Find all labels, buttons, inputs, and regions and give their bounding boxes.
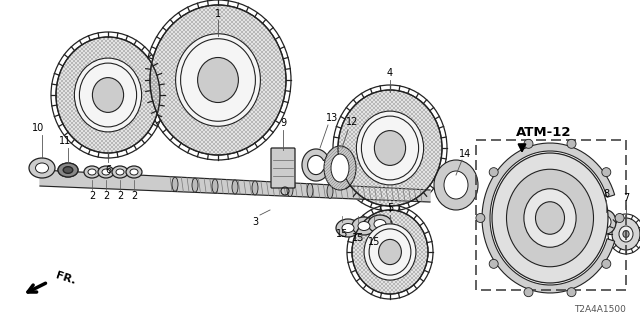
Text: 15: 15 [368,237,380,247]
Ellipse shape [489,168,498,177]
Ellipse shape [567,288,576,297]
Text: 2: 2 [89,191,95,201]
Ellipse shape [506,169,593,267]
Ellipse shape [342,223,354,233]
Ellipse shape [362,116,419,180]
Ellipse shape [88,169,96,175]
Ellipse shape [602,259,611,268]
Ellipse shape [434,160,478,210]
Text: 12: 12 [346,117,358,127]
Ellipse shape [198,58,239,102]
Ellipse shape [352,210,428,294]
Ellipse shape [352,217,376,235]
Ellipse shape [232,180,238,194]
Ellipse shape [338,90,442,206]
Ellipse shape [58,163,78,177]
Text: 8: 8 [603,189,609,199]
Ellipse shape [368,215,392,233]
Text: 1: 1 [215,9,221,19]
Polygon shape [302,149,328,181]
Ellipse shape [444,171,468,199]
Text: ATM-12: ATM-12 [516,125,572,139]
Ellipse shape [56,37,160,153]
Bar [476,140,626,290]
Ellipse shape [536,202,564,234]
Ellipse shape [175,34,260,126]
Text: 4: 4 [387,68,393,78]
Text: 9: 9 [280,118,286,128]
Ellipse shape [476,213,485,222]
Ellipse shape [35,163,49,173]
Ellipse shape [287,182,293,196]
Ellipse shape [331,154,349,182]
Ellipse shape [116,169,124,175]
Ellipse shape [615,213,624,222]
Ellipse shape [602,168,611,177]
Ellipse shape [172,177,178,191]
Text: T2A4A1500: T2A4A1500 [574,306,626,315]
Ellipse shape [112,166,128,178]
Ellipse shape [374,131,406,165]
Ellipse shape [364,224,416,280]
Ellipse shape [180,39,255,121]
Ellipse shape [74,58,141,132]
Text: 14: 14 [459,149,471,159]
Ellipse shape [130,169,138,175]
Text: 10: 10 [32,123,44,133]
Text: 2: 2 [117,191,123,201]
Text: FR.: FR. [54,270,77,286]
Polygon shape [482,143,614,293]
Polygon shape [40,170,430,202]
Ellipse shape [324,146,356,190]
Ellipse shape [336,219,360,237]
Text: 15: 15 [352,233,364,243]
Ellipse shape [307,183,313,197]
Ellipse shape [98,166,114,178]
Text: 13: 13 [326,113,338,123]
Ellipse shape [524,288,533,297]
Ellipse shape [379,239,401,265]
Text: 15: 15 [336,229,348,239]
Ellipse shape [601,216,611,228]
Ellipse shape [612,218,640,250]
Ellipse shape [63,166,73,173]
Ellipse shape [192,178,198,192]
Ellipse shape [489,259,498,268]
Ellipse shape [524,189,576,247]
Ellipse shape [567,139,576,148]
Ellipse shape [212,179,218,193]
Ellipse shape [356,111,424,185]
Text: 3: 3 [252,217,258,227]
Ellipse shape [84,166,100,178]
Ellipse shape [374,220,386,228]
Ellipse shape [623,230,629,237]
Ellipse shape [79,63,136,127]
Ellipse shape [492,153,608,283]
Ellipse shape [92,78,124,112]
FancyBboxPatch shape [271,148,295,188]
Text: 11: 11 [59,136,71,146]
Polygon shape [308,156,323,175]
Ellipse shape [58,163,78,177]
Text: 5: 5 [387,203,393,213]
Ellipse shape [102,169,110,175]
Ellipse shape [369,229,411,275]
Ellipse shape [29,158,55,178]
Text: 7: 7 [623,193,629,203]
Ellipse shape [524,139,533,148]
Ellipse shape [619,226,633,242]
Polygon shape [302,149,328,181]
Ellipse shape [126,166,142,178]
Ellipse shape [327,184,333,198]
Ellipse shape [596,210,616,234]
Text: 2: 2 [103,191,109,201]
Ellipse shape [358,221,370,230]
Ellipse shape [252,181,258,195]
Text: 6: 6 [105,165,111,175]
Text: 2: 2 [131,191,137,201]
Ellipse shape [150,5,286,155]
Ellipse shape [63,167,72,173]
